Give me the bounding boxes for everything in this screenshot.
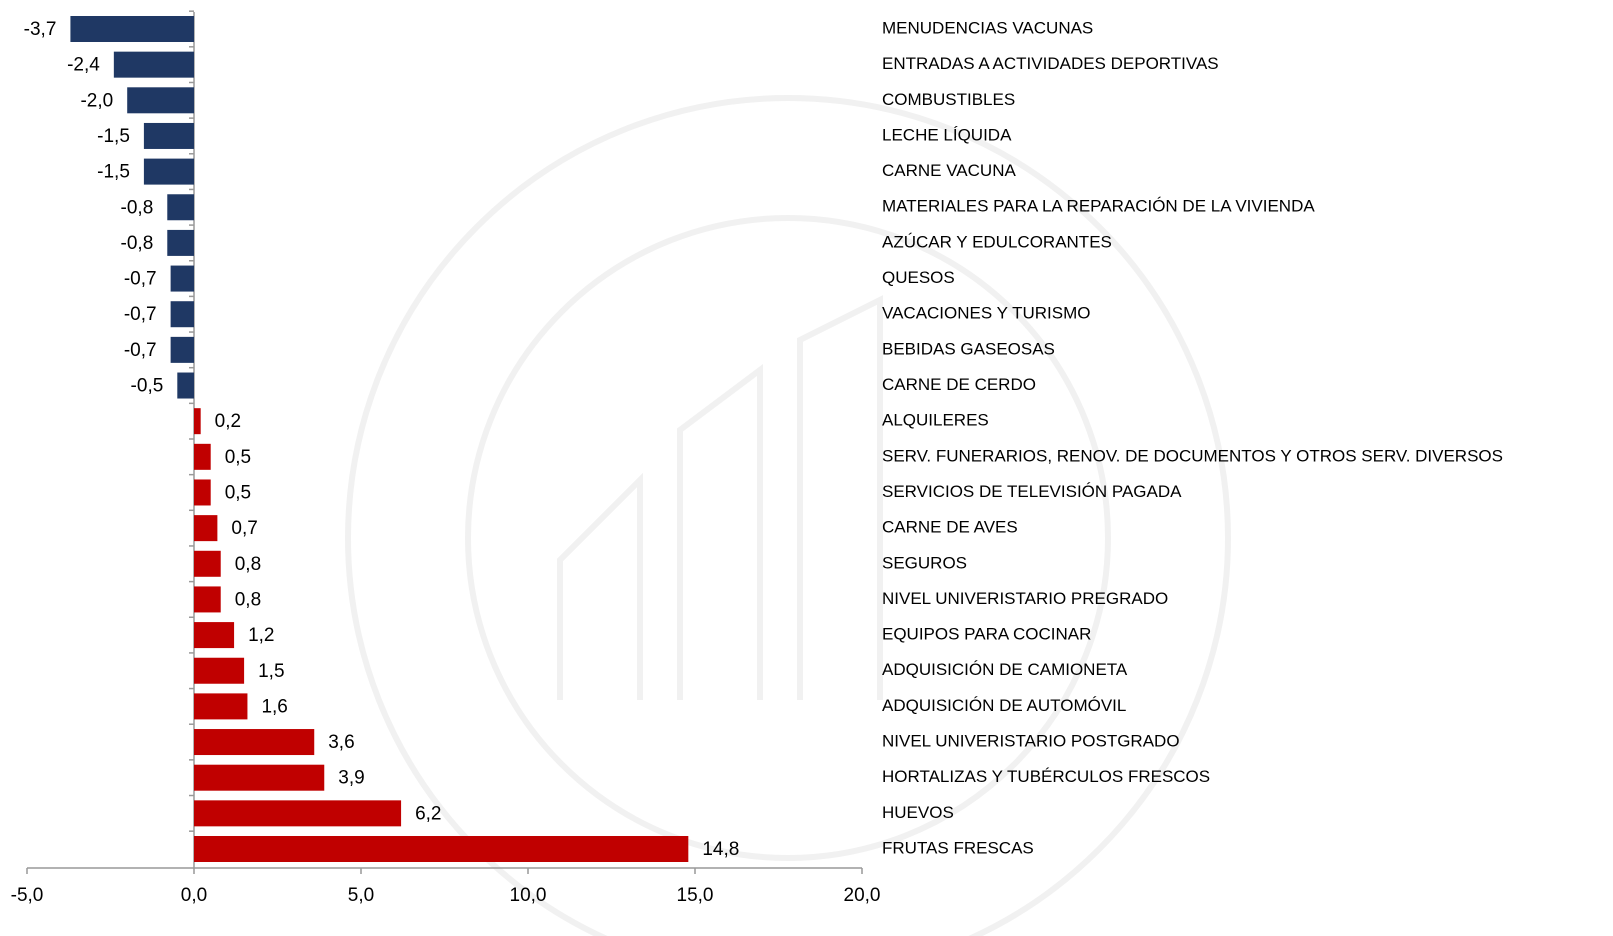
category-label: BEBIDAS GASEOSAS xyxy=(882,339,1055,358)
category-label: QUESOS xyxy=(882,268,955,287)
category-label: HUEVOS xyxy=(882,803,954,822)
value-label: 0,8 xyxy=(235,589,261,610)
value-label: 0,5 xyxy=(225,482,251,503)
category-label: FRUTAS FRESCAS xyxy=(882,838,1034,857)
category-label: ALQUILERES xyxy=(882,411,989,430)
bar xyxy=(127,87,194,114)
category-label: SEGUROS xyxy=(882,553,967,572)
value-label: -0,7 xyxy=(124,304,157,325)
bar xyxy=(177,372,194,399)
bar xyxy=(194,622,235,649)
value-label: -2,4 xyxy=(67,55,100,76)
bar xyxy=(194,586,221,613)
category-label: CARNE DE CERDO xyxy=(882,375,1036,394)
bar xyxy=(170,265,194,292)
bar xyxy=(70,16,194,42)
category-label: NIVEL UNIVERISTARIO PREGRADO xyxy=(882,589,1168,608)
value-label: 1,2 xyxy=(248,625,274,646)
value-label: 0,2 xyxy=(215,411,241,432)
category-label: CARNE DE AVES xyxy=(882,518,1018,537)
value-label: -0,5 xyxy=(131,376,164,397)
x-tick-label: 5,0 xyxy=(348,885,374,906)
category-label: ADQUISICIÓN DE CAMIONETA xyxy=(882,660,1128,679)
x-tick-label: -5,0 xyxy=(11,885,44,906)
value-label: 1,5 xyxy=(258,661,284,682)
bar xyxy=(170,301,194,328)
category-label: SERVICIOS DE TELEVISIÓN PAGADA xyxy=(882,482,1182,501)
value-label: -0,7 xyxy=(124,269,157,290)
bar xyxy=(113,51,194,78)
bar xyxy=(143,158,194,185)
bar xyxy=(194,479,211,506)
bar xyxy=(194,408,201,435)
value-label: 6,2 xyxy=(415,803,441,824)
bar xyxy=(194,729,315,756)
bar xyxy=(194,800,402,827)
category-label: MENUDENCIAS VACUNAS xyxy=(882,18,1093,37)
bar xyxy=(143,122,194,149)
value-label: -0,8 xyxy=(121,233,154,254)
category-label: ENTRADAS A ACTIVIDADES DEPORTIVAS xyxy=(882,54,1219,73)
category-label: LECHE LÍQUIDA xyxy=(882,125,1012,144)
value-label: 0,8 xyxy=(235,554,261,575)
x-tick-label: 0,0 xyxy=(181,885,207,906)
bar xyxy=(170,336,194,363)
value-label: -1,5 xyxy=(97,126,130,147)
bar xyxy=(194,657,245,684)
bar xyxy=(167,229,194,256)
value-label: 14,8 xyxy=(702,839,739,860)
category-label: EQUIPOS PARA COCINAR xyxy=(882,625,1091,644)
value-label: 3,6 xyxy=(328,732,354,753)
x-tick-label: 20,0 xyxy=(844,885,881,906)
watermark xyxy=(345,95,1231,936)
bar xyxy=(194,443,211,470)
value-label: -1,5 xyxy=(97,162,130,183)
bar xyxy=(194,693,248,720)
category-label: AZÚCAR Y EDULCORANTES xyxy=(882,232,1112,251)
value-label: -0,8 xyxy=(121,197,154,218)
value-label: 1,6 xyxy=(261,696,287,717)
category-label: VACACIONES Y TURISMO xyxy=(882,304,1090,323)
category-label: SERV. FUNERARIOS, RENOV. DE DOCUMENTOS Y… xyxy=(882,446,1503,465)
x-tick-label: 10,0 xyxy=(510,885,547,906)
value-label: 3,9 xyxy=(338,768,364,789)
value-label: -3,7 xyxy=(24,19,57,40)
category-label: CARNE VACUNA xyxy=(882,161,1016,180)
value-label: 0,5 xyxy=(225,447,251,468)
category-label: HORTALIZAS Y TUBÉRCULOS FRESCOS xyxy=(882,767,1210,786)
value-label: -2,0 xyxy=(80,90,113,111)
bar xyxy=(194,764,325,791)
bar xyxy=(194,515,218,542)
category-label: ADQUISICIÓN DE AUTOMÓVIL xyxy=(882,696,1126,715)
value-label: -0,7 xyxy=(124,340,157,361)
value-label: 0,7 xyxy=(231,518,257,539)
bar xyxy=(167,194,194,221)
category-label: COMBUSTIBLES xyxy=(882,90,1015,109)
x-tick-label: 15,0 xyxy=(677,885,714,906)
category-label: MATERIALES PARA LA REPARACIÓN DE LA VIVI… xyxy=(882,197,1315,216)
category-label: NIVEL UNIVERISTARIO POSTGRADO xyxy=(882,732,1180,751)
bar xyxy=(194,836,689,862)
bar xyxy=(194,550,221,577)
